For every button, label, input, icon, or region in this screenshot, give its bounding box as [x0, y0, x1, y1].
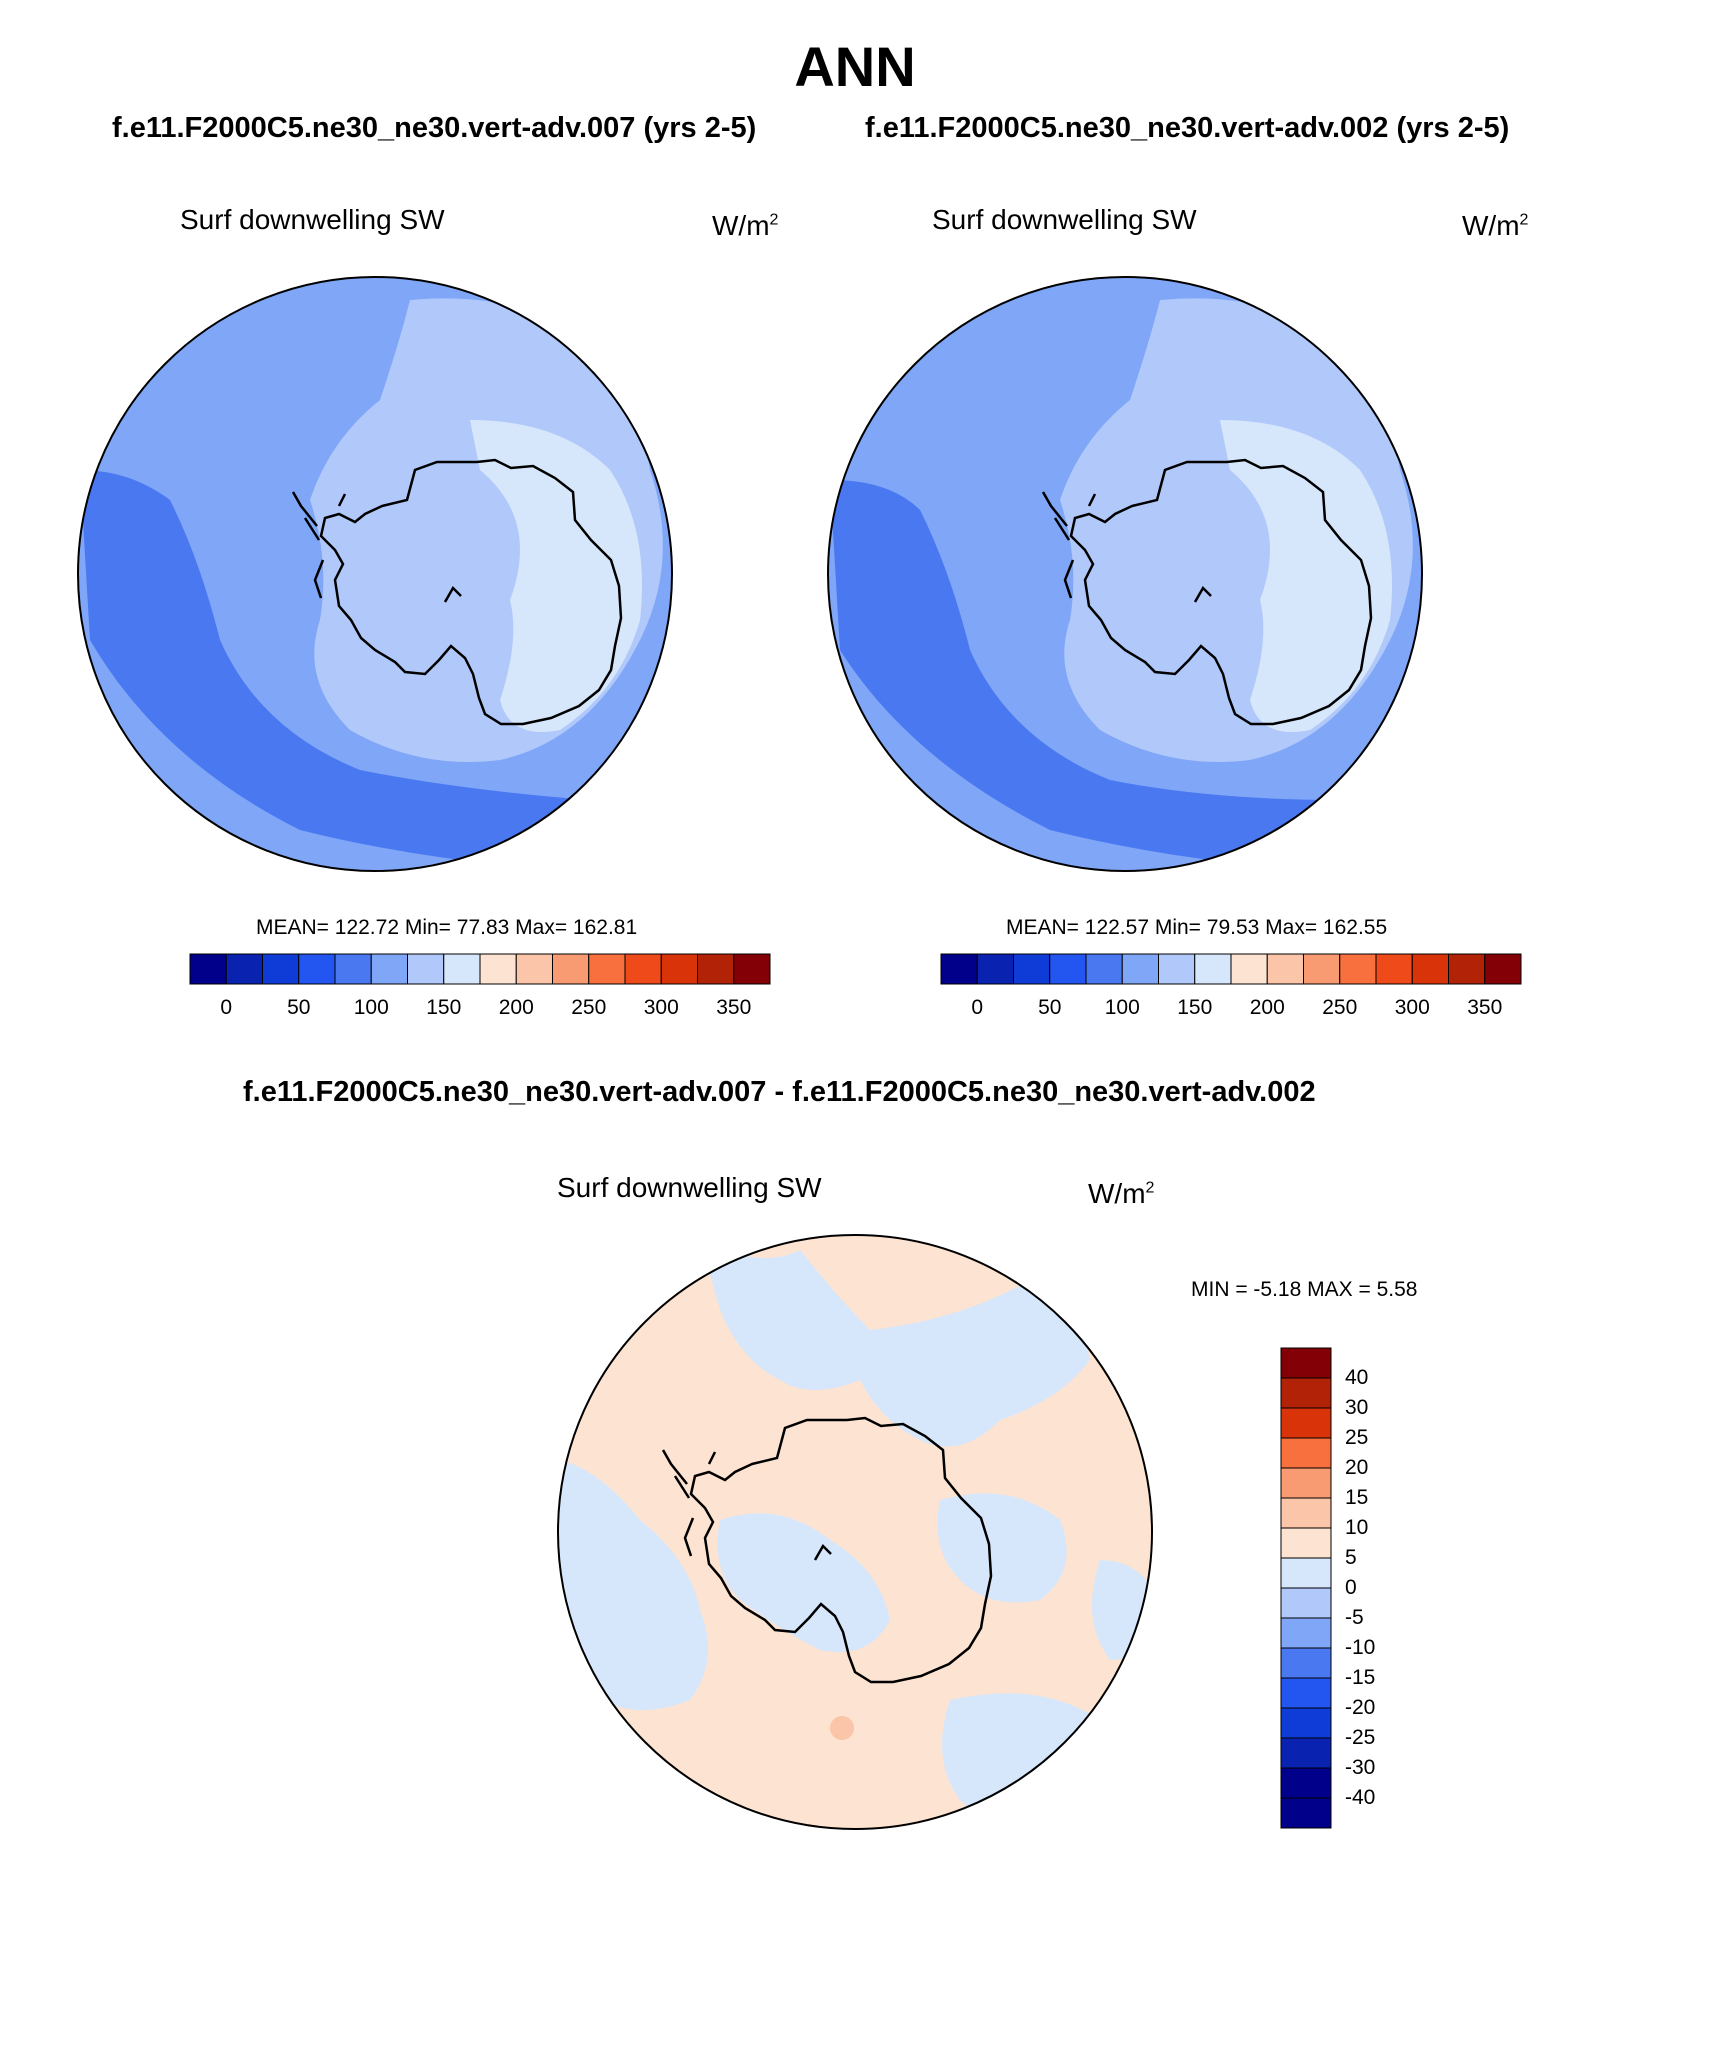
panel2-colorbar-box — [976, 953, 1014, 985]
panel3-colorbar-box — [1280, 1437, 1332, 1469]
panel1-colorbar-tick-label: 350 — [716, 996, 752, 1019]
panel1-colorbar-box — [624, 953, 662, 985]
panel1-colorbar-box — [334, 953, 372, 985]
panel1-colorbar-tick-label: 300 — [643, 996, 679, 1019]
panel3-colorbar-tick-label: -30 — [1345, 1756, 1376, 1779]
panel3-colorbar-box — [1280, 1647, 1332, 1679]
panel1-colorbar-tick-label: 200 — [498, 996, 534, 1019]
panel3-colorbar-tick-label: 25 — [1345, 1426, 1369, 1449]
panel3-colorbar-tick-label: 5 — [1345, 1546, 1357, 1569]
panel3-colorbar-box — [1280, 1527, 1332, 1559]
panel2-colorbar-box — [1121, 953, 1159, 985]
panel3-colorbar-box — [1280, 1557, 1332, 1589]
panel2-colorbar-box — [1339, 953, 1377, 985]
panel2-colorbar-box — [1303, 953, 1341, 985]
panel2-unit: W/m2 — [1462, 210, 1529, 241]
panel1-colorbar-box — [407, 953, 445, 985]
panel3-colorbar-box — [1280, 1587, 1332, 1619]
panel1-colorbar-box — [733, 953, 771, 985]
panel2-colorbar-box — [940, 953, 978, 985]
panel3-colorbar-tick-label: -15 — [1345, 1666, 1376, 1689]
panel3-colorbar-tick-label: 30 — [1345, 1396, 1369, 1419]
panel1-colorbar-tick-label: 0 — [220, 996, 233, 1019]
panel2-colorbar-tick-label: 250 — [1322, 996, 1358, 1019]
panel3-colorbar-tick-label: 20 — [1345, 1456, 1369, 1479]
panel2-colorbar-tick-label: 50 — [1038, 996, 1062, 1019]
panel1-colorbar-box — [588, 953, 626, 985]
panel3-colorbar-box — [1280, 1617, 1332, 1649]
panel2-colorbar-box — [1013, 953, 1051, 985]
panel1-unit: W/m2 — [712, 210, 779, 241]
panel2-colorbar-box — [1158, 953, 1196, 985]
panel3-unit: W/m2 — [1088, 1178, 1155, 1209]
panel2-colorbar — [940, 953, 1522, 985]
panel1-colorbar-box — [660, 953, 698, 985]
panel3-colorbar-box — [1280, 1737, 1332, 1769]
panel1-colorbar-box — [298, 953, 336, 985]
top-left-case-title: f.e11.F2000C5.ne30_ne30.vert-adv.007 (yr… — [112, 112, 757, 144]
panel3-colorbar-box — [1280, 1347, 1332, 1379]
panel3-colorbar-box — [1280, 1797, 1332, 1829]
panel2-colorbar-box — [1411, 953, 1449, 985]
panel2-colorbar-box — [1375, 953, 1413, 985]
panel1-colorbar-box — [225, 953, 263, 985]
panel3-colorbar-box — [1280, 1467, 1332, 1499]
panel3-colorbar-box — [1280, 1377, 1332, 1409]
panel3-colorbar-tick-label: -40 — [1345, 1786, 1376, 1809]
panel2-colorbar-box — [1266, 953, 1304, 985]
panel3-colorbar-box — [1280, 1767, 1332, 1799]
diff-title: f.e11.F2000C5.ne30_ne30.vert-adv.007 - f… — [243, 1076, 1316, 1108]
panel1-colorbar-box — [697, 953, 735, 985]
panel2-stats: MEAN= 122.57 Min= 79.53 Max= 162.55 — [1006, 916, 1388, 939]
panel1-colorbar-box — [262, 953, 300, 985]
panel1-colorbar-box — [479, 953, 517, 985]
panel2-colorbar-box — [1448, 953, 1486, 985]
panel2-colorbar-box — [1194, 953, 1232, 985]
panel1-colorbar-box — [552, 953, 590, 985]
panel1-colorbar — [189, 953, 771, 985]
panel3-colorbar-tick-label: 10 — [1345, 1516, 1369, 1539]
panel1-colorbar-box — [189, 953, 227, 985]
panel2-colorbar-box — [1049, 953, 1087, 985]
panel1-colorbar-tick-label: 250 — [571, 996, 607, 1019]
panel1-colorbar-box — [370, 953, 408, 985]
panel3-colorbar-tick-label: -25 — [1345, 1726, 1376, 1749]
panel1-colorbar-box — [443, 953, 481, 985]
panel3-colorbar-box — [1280, 1707, 1332, 1739]
panel1-colorbar-tick-label: 50 — [287, 996, 311, 1019]
panel1-colorbar-tick-label: 150 — [426, 996, 462, 1019]
panel3-colorbar-box — [1280, 1677, 1332, 1709]
panel2-colorbar-tick-label: 350 — [1467, 996, 1503, 1019]
panel2-colorbar-tick-label: 150 — [1177, 996, 1213, 1019]
panel2-variable: Surf downwelling SW — [932, 204, 1197, 235]
panel2-colorbar-tick-label: 100 — [1104, 996, 1140, 1019]
panel2-colorbar-box — [1484, 953, 1522, 985]
panel1-variable: Surf downwelling SW — [180, 204, 445, 235]
panel3-stats: MIN = -5.18 MAX = 5.58 — [1191, 1278, 1418, 1301]
top-right-case-title: f.e11.F2000C5.ne30_ne30.vert-adv.002 (yr… — [865, 112, 1510, 144]
panel3-colorbar-tick-label: -5 — [1345, 1606, 1364, 1629]
panel3-colorbar-box — [1280, 1407, 1332, 1439]
panel2-colorbar-tick-label: 200 — [1249, 996, 1285, 1019]
panel3-colorbar-tick-label: -10 — [1345, 1636, 1376, 1659]
panel2-colorbar-tick-label: 0 — [971, 996, 984, 1019]
panel3-colorbar-box — [1280, 1497, 1332, 1529]
panel3-colorbar — [1280, 1347, 1332, 1829]
figure-title: ANN — [794, 35, 916, 98]
panel3-colorbar-tick-label: -20 — [1345, 1696, 1376, 1719]
panel2-colorbar-box — [1230, 953, 1268, 985]
panel3-colorbar-tick-label: 0 — [1345, 1576, 1357, 1599]
panel3-colorbar-tick-label: 15 — [1345, 1486, 1369, 1509]
panel2-colorbar-tick-label: 300 — [1394, 996, 1430, 1019]
panel3-variable: Surf downwelling SW — [557, 1172, 822, 1203]
panel1-colorbar-box — [515, 953, 553, 985]
panel1-stats: MEAN= 122.72 Min= 77.83 Max= 162.81 — [256, 916, 638, 939]
panel1-colorbar-tick-label: 100 — [353, 996, 389, 1019]
panel2-colorbar-box — [1085, 953, 1123, 985]
panel3-colorbar-tick-label: 40 — [1345, 1366, 1369, 1389]
